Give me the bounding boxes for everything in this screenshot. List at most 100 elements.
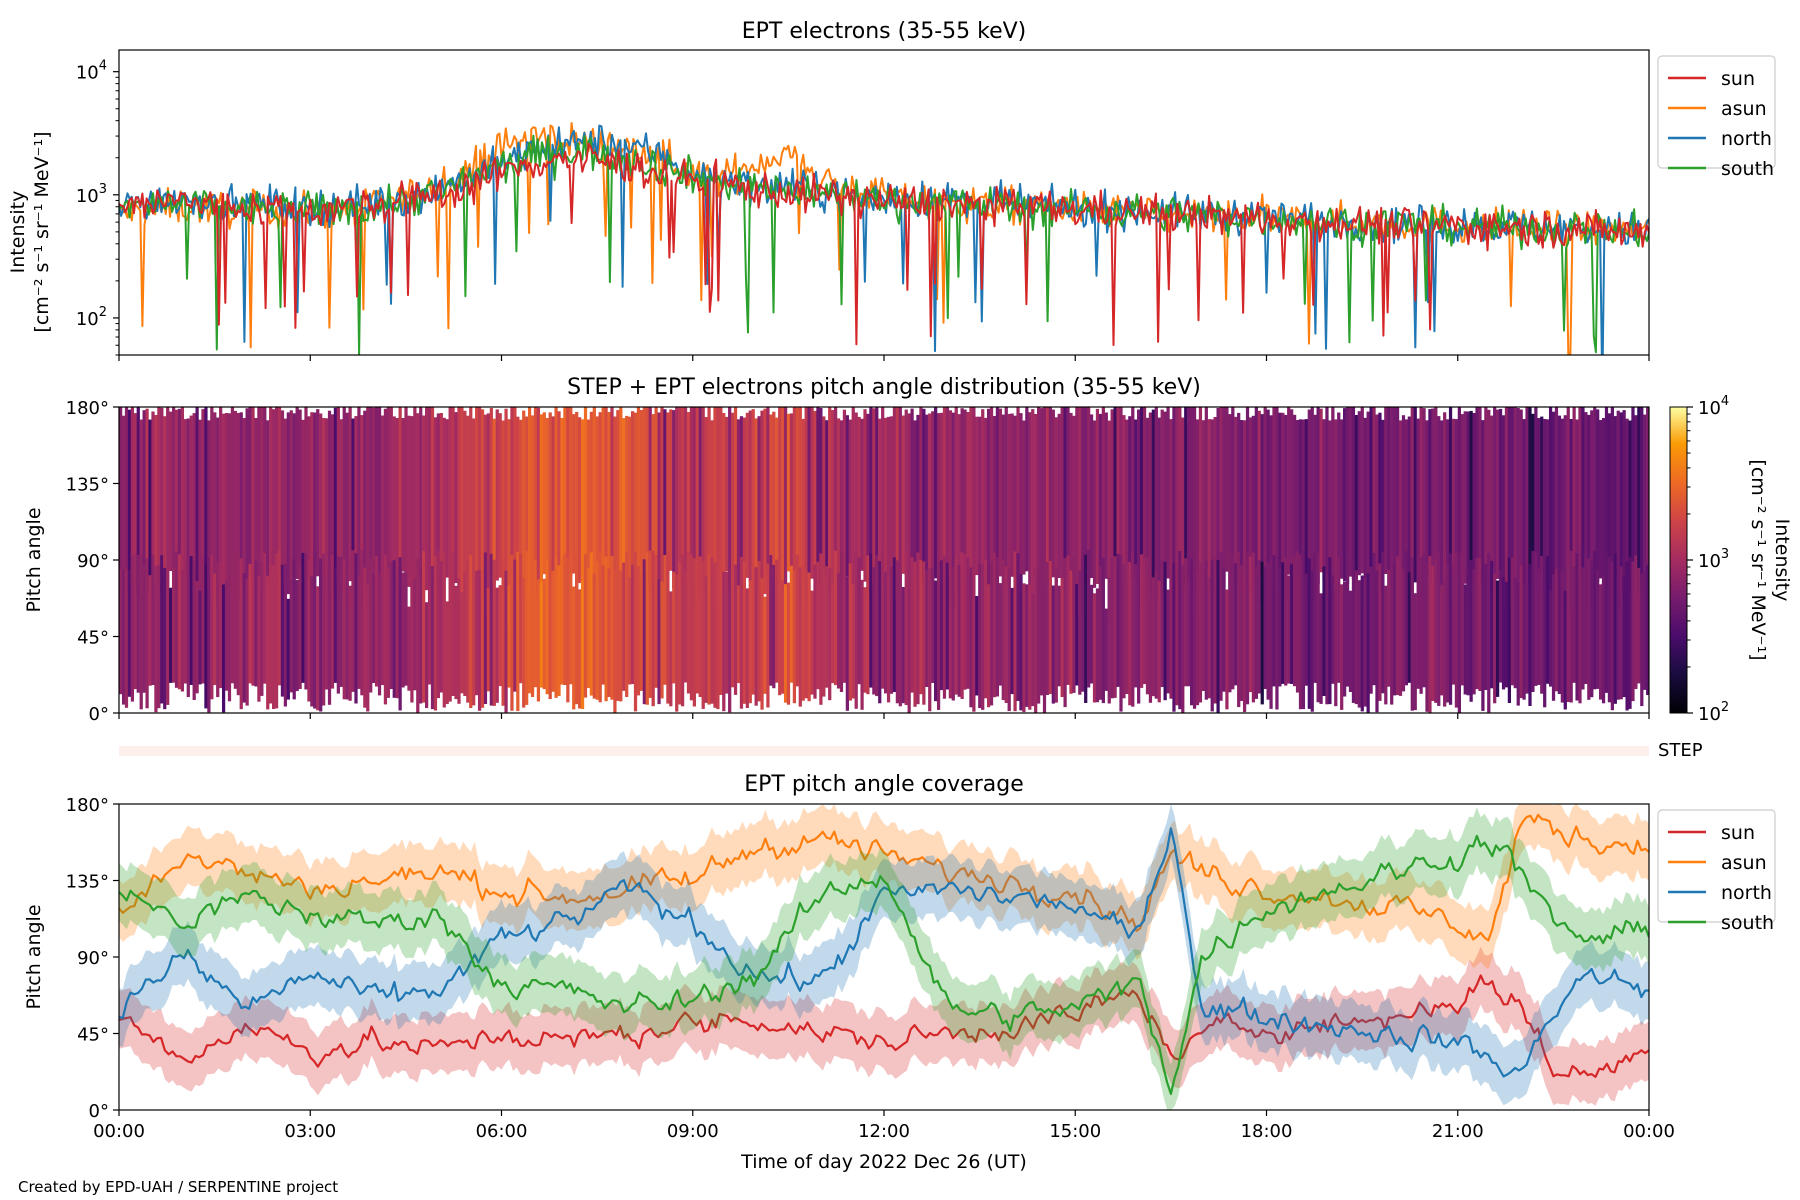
pad-heatmap-cell	[266, 575, 270, 710]
pad-heatmap-cell	[733, 407, 738, 614]
coverage-x-tick-label: 15:00	[1049, 1121, 1101, 1142]
pad-heatmap-cell	[1181, 417, 1185, 590]
pad-heatmap-cell	[1372, 552, 1376, 686]
pad-heatmap-cell	[1119, 407, 1123, 605]
pad-heatmap-cell	[1272, 407, 1276, 589]
pad-heatmap-cell	[607, 568, 611, 697]
pad-heatmap-cell	[1104, 608, 1108, 691]
pad-heatmap-cell	[716, 407, 720, 587]
pad-heatmap-cell	[845, 576, 849, 711]
pad-heatmap-cell	[151, 554, 155, 685]
pad-heatmap-cell	[625, 415, 629, 594]
pad-heatmap-cell	[1107, 577, 1111, 704]
pad-heatmap-cell	[907, 589, 911, 713]
pad-heatmap-cell	[819, 553, 823, 705]
pad-heatmap-cell	[272, 564, 276, 709]
pad-heatmap-cell	[392, 416, 396, 582]
pad-heatmap-cell	[963, 409, 967, 581]
pad-heatmap-cell	[992, 416, 997, 579]
pad-heatmap-cell	[416, 558, 420, 713]
pad-heatmap-cell	[604, 407, 608, 582]
pad-heatmap-cell	[1292, 414, 1297, 579]
pad-heatmap-cell	[1569, 550, 1573, 703]
pad-heatmap-cell	[1401, 569, 1406, 692]
pad-heatmap-cell	[242, 573, 246, 703]
pad-heatmap-cell	[522, 578, 526, 708]
pad-heatmap-cell	[1204, 407, 1208, 571]
pad-heatmap-cell	[339, 419, 343, 594]
pad-heatmap-cell	[1075, 583, 1079, 686]
pad-heatmap-cell	[1145, 557, 1150, 695]
pad-heatmap-cell	[401, 418, 405, 572]
pad-heatmap-cell	[1163, 561, 1167, 701]
coverage-line-sun	[119, 974, 1649, 1078]
pad-heatmap-cell	[219, 407, 223, 591]
pad-heatmap-cell	[628, 416, 632, 579]
pad-heatmap-cell	[757, 561, 761, 702]
pad-heatmap-cell	[630, 564, 635, 685]
pad-heatmap-cell	[233, 410, 237, 578]
pad-heatmap-cell	[301, 552, 305, 683]
pad-heatmap-cell	[233, 556, 237, 689]
pad-heatmap-cell	[1216, 560, 1220, 713]
pad-heatmap-cell	[1034, 414, 1038, 573]
pad-heatmap-cell	[592, 573, 596, 699]
pad-heatmap-cell	[801, 573, 805, 701]
pad-heatmap-cell	[1039, 551, 1044, 696]
pad-heatmap-cell	[1134, 564, 1138, 688]
pad-heatmap-cell	[736, 419, 741, 591]
pad-heatmap-cell	[292, 413, 296, 577]
coverage-band-asun	[119, 804, 1649, 970]
intensity-x-ticks	[118, 355, 1650, 361]
pad-heatmap-cell	[1387, 407, 1391, 571]
pad-heatmap-cell	[1463, 411, 1467, 584]
pad-heatmap-cell	[1613, 553, 1617, 704]
pad-heatmap-cell	[907, 413, 911, 592]
pad-heatmap-cell	[1478, 558, 1482, 691]
pad-heatmap-cell	[427, 586, 432, 685]
coverage-x-tick-label: 09:00	[667, 1121, 719, 1142]
pad-heatmap-cell	[686, 412, 691, 591]
pad-heatmap-cell	[689, 554, 694, 701]
pad-heatmap-cell	[1425, 420, 1429, 589]
pad-heatmap-cell	[1619, 412, 1623, 611]
pad-heatmap-cell	[1237, 551, 1241, 708]
pad-heatmap-cell	[274, 407, 279, 578]
pad-heatmap-cell	[316, 409, 320, 577]
pad-heatmap-cell	[1607, 413, 1612, 579]
pad-heatmap-cell	[569, 407, 573, 576]
pad-heatmap-cell	[1028, 584, 1032, 710]
pad-heatmap-cell	[954, 557, 958, 695]
pad-heatmap-cell	[1419, 556, 1423, 694]
pad-heatmap-cell	[1066, 555, 1070, 685]
pad-heatmap-cell	[592, 407, 596, 582]
pad-heatmap-cell	[260, 562, 264, 696]
pad-heatmap-cell	[307, 559, 311, 702]
pad-heatmap-cell	[1219, 551, 1223, 701]
pad-heatmap-cell	[698, 407, 702, 598]
pad-heatmap-cell	[813, 410, 817, 579]
pad-heatmap-cell	[254, 560, 258, 687]
pad-heatmap-cell	[1422, 408, 1426, 588]
pad-heatmap-cell	[374, 407, 379, 602]
pad-heatmap-cell	[766, 407, 770, 575]
pad-heatmap-cell	[477, 570, 482, 711]
pad-heatmap-cell	[913, 420, 917, 591]
pad-heatmap-cell	[831, 584, 835, 684]
pad-heatmap-cell	[1122, 415, 1126, 581]
pad-heatmap-cell	[1328, 557, 1332, 705]
pad-heatmap-cell	[1413, 407, 1417, 583]
coverage-panel-title: EPT pitch angle coverage	[744, 772, 1024, 797]
coverage-x-label: Time of day 2022 Dec 26 (UT)	[740, 1151, 1027, 1173]
pad-heatmap-cell	[904, 409, 908, 576]
pad-heatmap-cell	[139, 419, 143, 602]
pad-heatmap-cell	[669, 591, 673, 707]
pad-heatmap-cell	[342, 407, 346, 586]
pad-heatmap-cell	[1501, 577, 1506, 690]
pad-heatmap-cell	[622, 418, 626, 589]
pad-heatmap-cell	[651, 414, 655, 587]
pad-heatmap-cell	[1584, 557, 1588, 684]
pad-heatmap-cell	[569, 572, 573, 685]
pad-heatmap-cell	[601, 407, 605, 574]
pad-heatmap-cell	[354, 553, 358, 704]
